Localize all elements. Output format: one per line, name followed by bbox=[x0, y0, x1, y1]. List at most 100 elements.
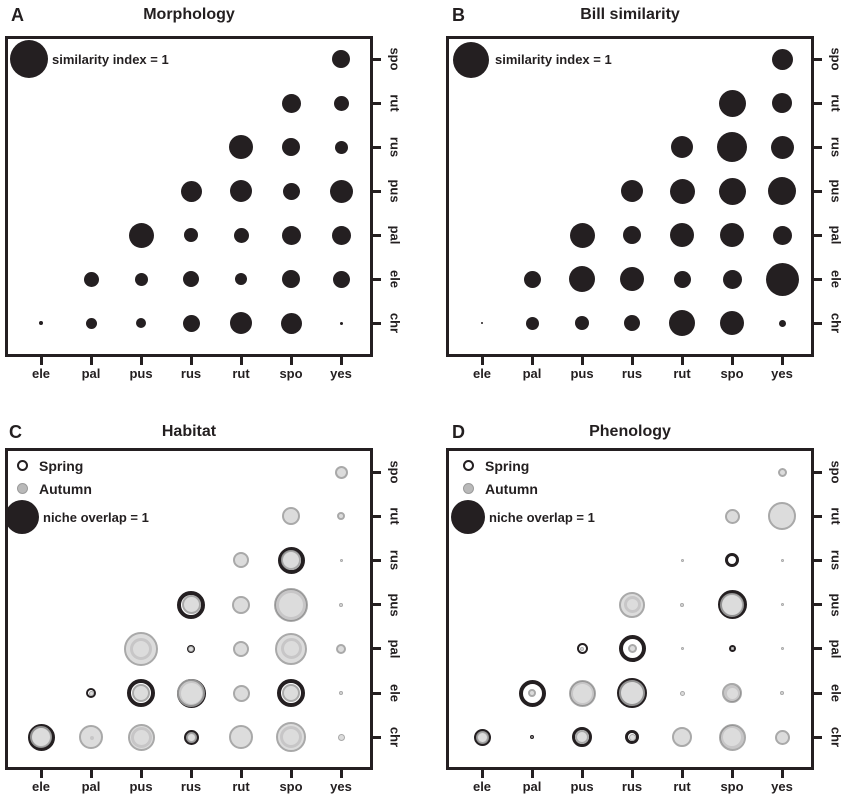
autumn-dot-pus-spo bbox=[274, 587, 308, 622]
bubble-chr-yes bbox=[339, 321, 343, 325]
panel-b-title: Bill similarity bbox=[580, 6, 680, 23]
autumn-dot-pus-rus bbox=[619, 591, 645, 618]
bubble-pus-rus bbox=[621, 180, 643, 202]
autumn-dot-rut-yes bbox=[337, 512, 345, 521]
autumn-dot-rus-rut bbox=[680, 558, 684, 562]
bubble-chr-pal bbox=[525, 316, 539, 330]
bubble-rus-rut bbox=[229, 135, 253, 159]
y-tick-spo bbox=[372, 470, 381, 474]
bubble-ele-pal bbox=[83, 271, 99, 287]
panel-d-autumn-legend-label: Autumn bbox=[485, 481, 538, 497]
x-axis-label-pal: pal bbox=[81, 366, 101, 381]
autumn-dot-pal-rus bbox=[188, 645, 194, 652]
panel-a-letter: A bbox=[11, 5, 24, 25]
panel-d-legend-max-circle bbox=[451, 500, 485, 534]
spring-ring-ele-pus bbox=[127, 679, 155, 707]
y-axis-label-chr: chr bbox=[387, 727, 403, 748]
bubble-ele-pal bbox=[523, 270, 541, 288]
autumn-dot-chr-pus bbox=[575, 730, 589, 745]
bubble-ele-rus bbox=[183, 271, 199, 287]
bubble-chr-rut bbox=[669, 310, 695, 336]
bubble-pus-rut bbox=[669, 178, 695, 204]
spring-ring-chr-ele bbox=[473, 728, 491, 746]
y-tick-rus bbox=[372, 145, 381, 149]
bubble-ele-yes bbox=[765, 262, 799, 296]
autumn-dot-ele-rus bbox=[619, 680, 645, 706]
x-tick-ele bbox=[481, 356, 484, 365]
bubble-chr-ele bbox=[481, 322, 483, 324]
x-tick-pal bbox=[90, 769, 93, 778]
autumn-dot-pal-rut bbox=[680, 647, 684, 651]
y-axis-label-rut: rut bbox=[387, 507, 403, 525]
autumn-dot-pal-pus bbox=[580, 646, 584, 651]
bubble-rus-rut bbox=[671, 136, 693, 158]
y-axis-label-pal: pal bbox=[387, 639, 403, 659]
x-tick-pal bbox=[531, 356, 534, 365]
spring-ring-ele-pal bbox=[86, 688, 96, 698]
x-axis-label-ele: ele bbox=[31, 366, 51, 381]
x-tick-spo bbox=[731, 356, 734, 365]
bubble-pus-spo bbox=[718, 177, 746, 205]
panel-d-legend-label: niche overlap = 1 bbox=[489, 510, 595, 525]
autumn-dot-pal-rus bbox=[627, 644, 637, 654]
bubble-pus-yes bbox=[329, 179, 353, 203]
x-axis-label-pus: pus bbox=[129, 366, 153, 381]
y-axis-label-ele: ele bbox=[828, 683, 844, 703]
panel-d-spring-legend-icon bbox=[463, 460, 474, 471]
x-tick-rut bbox=[240, 769, 243, 778]
x-tick-yes bbox=[781, 356, 784, 365]
bubble-pus-rut bbox=[230, 180, 252, 202]
y-axis-label-chr: chr bbox=[387, 312, 403, 334]
y-tick-pal bbox=[813, 233, 822, 237]
autumn-dot-chr-yes bbox=[774, 729, 790, 745]
autumn-dot-pus-rut bbox=[680, 602, 684, 607]
autumn-dot-ele-yes bbox=[780, 691, 784, 695]
x-tick-rut bbox=[681, 356, 684, 365]
autumn-dot-pus-rus bbox=[181, 595, 201, 615]
bubble-chr-rut bbox=[230, 312, 252, 334]
x-tick-rus bbox=[190, 356, 193, 365]
autumn-dot-ele-rut bbox=[679, 690, 685, 696]
spring-ring-chr-ele bbox=[27, 723, 55, 751]
bubble-spo-yes bbox=[332, 50, 350, 68]
bubble-pal-rus bbox=[184, 228, 198, 242]
bubble-pal-pus bbox=[569, 222, 595, 248]
x-axis-label-rut: rut bbox=[232, 366, 250, 381]
y-tick-pus bbox=[813, 603, 822, 607]
bubble-ele-pus bbox=[569, 266, 595, 292]
y-axis-label-spo: spo bbox=[828, 47, 844, 71]
y-tick-rus bbox=[813, 145, 822, 149]
panel-b-letter: B bbox=[452, 5, 465, 25]
x-axis-label-yes: yes bbox=[771, 779, 793, 794]
panel-a-legend-max-circle bbox=[10, 40, 48, 78]
autumn-dot-chr-pal bbox=[531, 736, 533, 739]
autumn-dot-ele-rus bbox=[177, 679, 205, 707]
panel-b-legend-label: similarity index = 1 bbox=[495, 52, 612, 67]
autumn-dot-ele-rut bbox=[232, 684, 250, 702]
x-axis-label-spo: spo bbox=[279, 779, 303, 794]
autumn-dot-pus-spo bbox=[720, 592, 744, 617]
autumn-dot-chr-pus bbox=[127, 723, 155, 751]
autumn-dot-pal-pus bbox=[124, 631, 158, 666]
y-tick-spo bbox=[372, 57, 381, 61]
panel-c-title: Habitat bbox=[161, 423, 217, 440]
x-axis-label-yes: yes bbox=[330, 779, 352, 794]
autumn-dot-chr-yes bbox=[337, 733, 345, 741]
y-tick-chr bbox=[372, 735, 381, 739]
y-axis-label-chr: chr bbox=[828, 312, 844, 334]
autumn-dot-ele-spo bbox=[722, 683, 742, 703]
panel-c-plot-area: Spring Autumn niche overlap = 1 bbox=[5, 448, 373, 770]
y-tick-chr bbox=[813, 735, 822, 739]
bubble-pal-rut bbox=[670, 223, 694, 247]
x-tick-spo bbox=[290, 769, 293, 778]
autumn-dot-chr-ele bbox=[30, 726, 52, 749]
x-axis-label-ele: ele bbox=[472, 779, 492, 794]
x-tick-pal bbox=[531, 769, 534, 778]
x-axis-label-rus: rus bbox=[621, 779, 643, 794]
x-tick-pal bbox=[90, 356, 93, 365]
autumn-dot-ele-pus bbox=[132, 684, 150, 702]
bubble-chr-spo bbox=[720, 311, 744, 335]
spring-ring-rus-spo bbox=[725, 553, 739, 568]
x-tick-rut bbox=[240, 356, 243, 365]
autumn-dot-ele-yes bbox=[339, 691, 343, 695]
